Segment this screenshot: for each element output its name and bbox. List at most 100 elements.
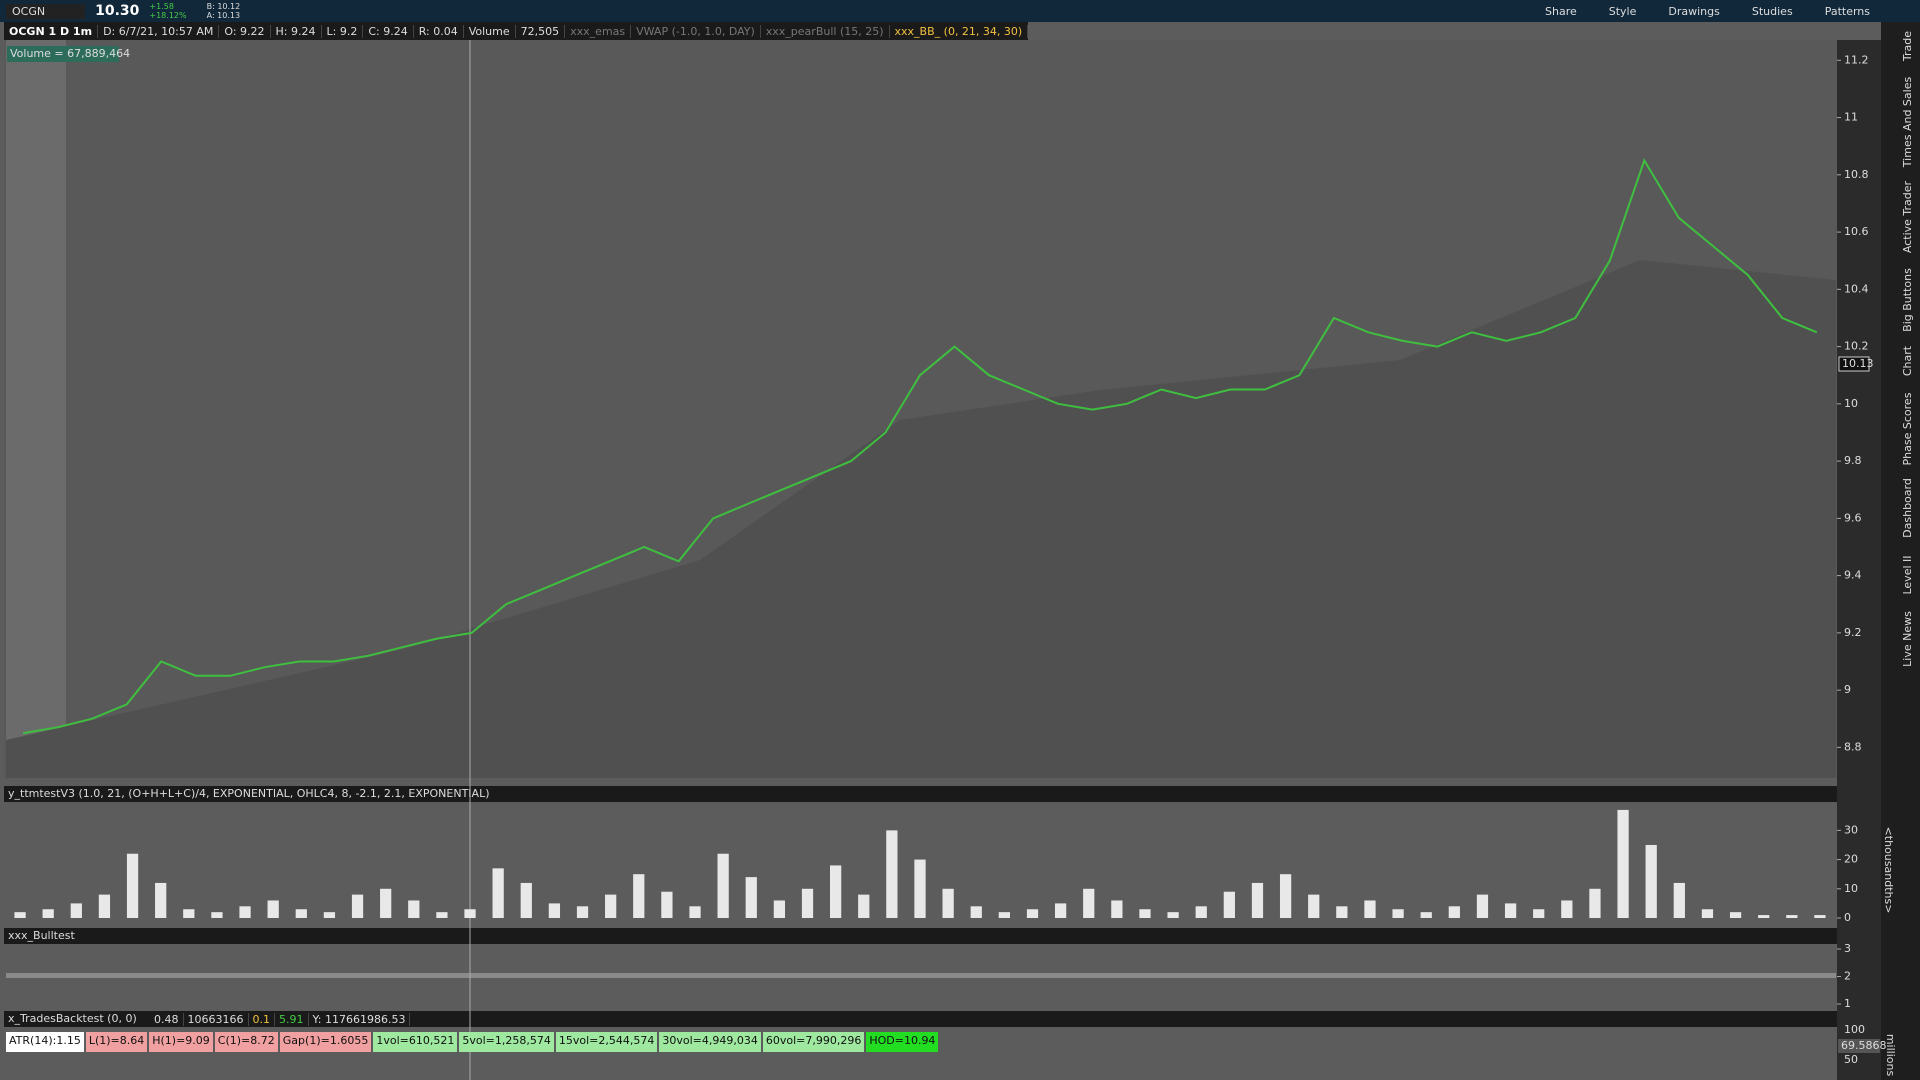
ask: A: 10.13 [206, 11, 241, 20]
header-item: 72,505 [516, 24, 566, 38]
histogram-bar [886, 830, 898, 918]
histogram-bar [211, 912, 223, 918]
chart-header: OCGN 1 D 1m D: 6/7/21, 10:57 AM O: 9.22 H: … [4, 22, 1029, 40]
badge: C(1)=8.72 [214, 1032, 278, 1052]
side-tab[interactable]: Times And Sales [1901, 77, 1914, 169]
histogram-bar [42, 909, 54, 918]
histogram-bar [801, 888, 814, 918]
symbol[interactable]: OCGN [6, 3, 86, 19]
study-header [4, 928, 1837, 944]
histogram-bar [970, 906, 982, 918]
histogram-bar [1308, 894, 1320, 918]
y-tick-label: 10 [1844, 397, 1858, 410]
badge: 30vol=4,949,034 [659, 1032, 761, 1052]
badge: H(1)=9.09 [149, 1032, 213, 1052]
toolbar-button[interactable]: Studies [1751, 4, 1793, 18]
y-tick-label: 9.8 [1844, 454, 1862, 467]
toolbar-buttons: Share Style Drawings Studies Patterns [1545, 5, 1880, 18]
histogram-bar [1814, 915, 1826, 918]
histogram-bar [1420, 912, 1432, 918]
y-tick-label: 9 [1844, 683, 1851, 696]
y-tick-label: 9.6 [1844, 511, 1862, 524]
current-price: 10.13 [1842, 357, 1874, 370]
histogram-bar [1279, 874, 1292, 918]
histogram-bar [1476, 894, 1489, 918]
histogram-bar [1251, 882, 1264, 918]
histogram-bar [1111, 900, 1123, 918]
bulltest-row [6, 973, 1836, 978]
toolbar-button[interactable]: Share [1545, 4, 1577, 18]
toolbar-button[interactable]: Patterns [1824, 4, 1870, 18]
side-tab[interactable]: Dashboard [1901, 478, 1914, 538]
side-tab[interactable]: Level II [1901, 555, 1914, 594]
header-item: VWAP (-1.0, 1.0, DAY) [631, 24, 761, 38]
histogram-bar [380, 888, 392, 918]
histogram-bar [351, 894, 364, 918]
header-item: xxx_BB_ (0, 21, 34, 30) [890, 24, 1029, 38]
histogram-bar [633, 874, 645, 918]
axis-label: millions [1884, 1034, 1897, 1077]
side-bar [1881, 22, 1920, 1080]
histogram-bar [464, 909, 476, 918]
histogram-bar [323, 912, 336, 918]
price-line [23, 158, 1818, 735]
histogram-bar [605, 894, 617, 918]
toolbar-button[interactable]: Drawings [1668, 4, 1720, 18]
volume-area [6, 260, 1836, 778]
histogram-bar [745, 877, 757, 918]
side-tab[interactable]: Live News [1901, 611, 1914, 667]
side-tab[interactable]: Phase Scores [1901, 392, 1914, 465]
histogram-bar [1589, 888, 1601, 918]
study-label: x_TradesBacktest (0, 0) [8, 1012, 137, 1025]
histogram-bar [183, 909, 195, 918]
y-tick-label: 2 [1844, 970, 1851, 983]
histogram-bar [1392, 909, 1404, 918]
price-axis [1837, 40, 1881, 1080]
volume-label: Volume = 67,889,464 [10, 47, 130, 60]
y-tick-label: 9.2 [1844, 626, 1862, 639]
histogram-bar [70, 903, 82, 918]
histogram-bar [942, 888, 954, 918]
backtest-value: Y: 117661986.53 [309, 1012, 411, 1026]
histogram-bar [830, 865, 842, 918]
y-tick-label: 20 [1844, 853, 1858, 866]
badge: 15vol=2,544,574 [555, 1032, 658, 1052]
change: +1.58 +18.12% [149, 2, 196, 20]
toolbar-button[interactable]: Style [1608, 4, 1637, 18]
header-item: D: 6/7/21, 10:57 AM [98, 24, 220, 38]
study-label: xxx_Bulltest [8, 929, 75, 942]
backtest-value: 0.48 [150, 1012, 184, 1026]
histogram-bar [267, 900, 279, 918]
header-item: xxx_pearBull (15, 25) [761, 24, 890, 38]
histogram-bar [1054, 903, 1067, 918]
y-tick-label: 3 [1844, 942, 1851, 955]
bid-ask: B: 10.12 A: 10.13 [207, 2, 251, 20]
change-abs: +1.58 [149, 2, 174, 11]
histogram-bar [1533, 909, 1545, 918]
y-tick-label: 9.4 [1844, 569, 1862, 582]
histogram-bar [1758, 915, 1770, 918]
header-item: Volume [464, 24, 516, 38]
histogram-bar [576, 906, 589, 918]
header-item: C: 9.24 [363, 24, 414, 38]
histogram-bar [1617, 809, 1629, 918]
badge: 60vol=7,990,296 [762, 1032, 865, 1052]
histogram-bar [914, 859, 926, 918]
histogram-bar [858, 894, 870, 918]
histogram-bar [1083, 888, 1095, 918]
histogram-bar [1561, 900, 1573, 918]
side-tab[interactable]: Active Trader [1901, 180, 1914, 253]
histogram-bar [408, 900, 420, 918]
last-price: 10.30 [95, 3, 140, 19]
y-tick-label: 10 [1844, 882, 1858, 895]
badge: ATR(14):1.15 [6, 1032, 84, 1052]
histogram-bar [1026, 909, 1039, 918]
study-header [4, 786, 1837, 802]
y-tick-label: 10.8 [1844, 168, 1869, 181]
side-tab[interactable]: Trade [1901, 31, 1914, 62]
axis-value: 69.5868 [1841, 1039, 1887, 1052]
side-tab[interactable]: Big Buttons [1901, 268, 1914, 332]
side-tab[interactable]: Chart [1901, 345, 1914, 376]
histogram-bar [520, 882, 532, 918]
